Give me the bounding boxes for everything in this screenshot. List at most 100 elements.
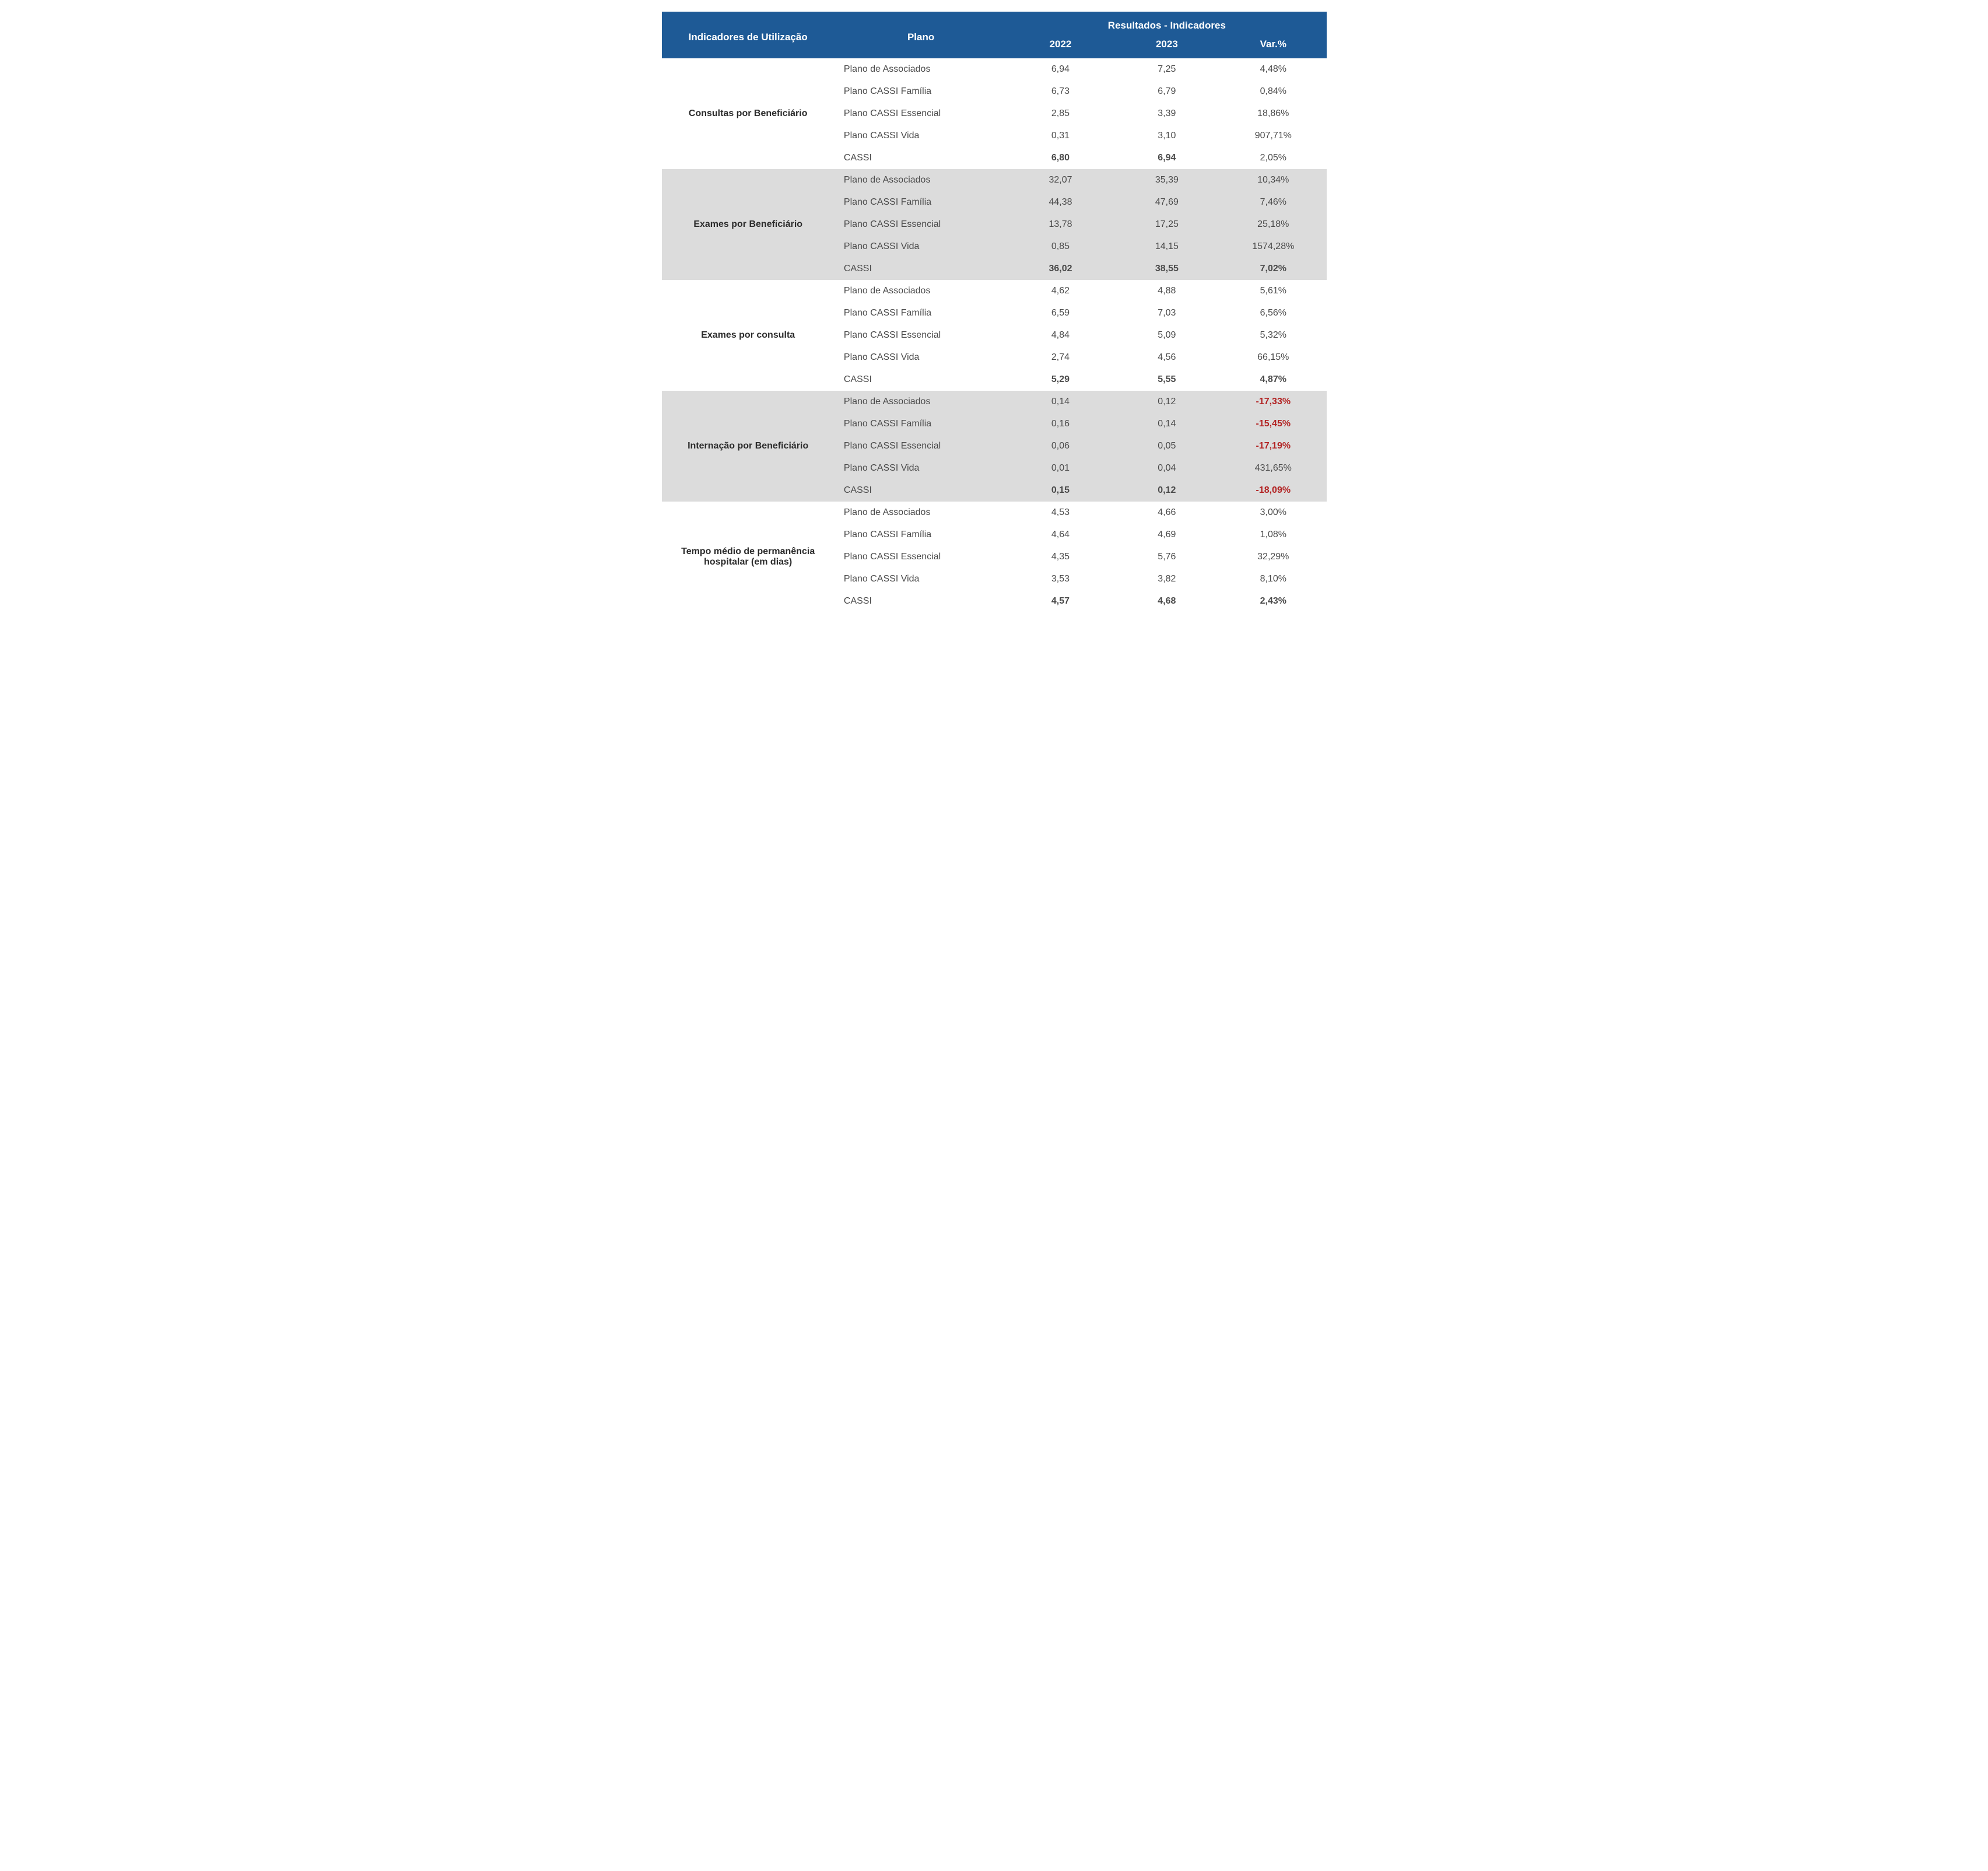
value-2022-cell: 36,02 — [1007, 258, 1113, 280]
header-indicator: Indicadores de Utilização — [662, 12, 835, 58]
variation-cell: 4,48% — [1220, 58, 1326, 80]
value-2023-cell: 4,68 — [1114, 590, 1220, 612]
table-row: Internação por BeneficiárioPlano de Asso… — [662, 391, 1327, 413]
plan-cell: Plano CASSI Essencial — [835, 546, 1007, 568]
plan-cell: Plano CASSI Vida — [835, 346, 1007, 369]
header-var: Var.% — [1220, 35, 1326, 58]
value-2023-cell: 4,66 — [1114, 502, 1220, 524]
plan-cell: Plano CASSI Vida — [835, 568, 1007, 590]
value-2022-cell: 4,62 — [1007, 280, 1113, 302]
value-2022-cell: 44,38 — [1007, 191, 1113, 213]
value-2023-cell: 5,55 — [1114, 369, 1220, 391]
value-2023-cell: 4,88 — [1114, 280, 1220, 302]
plan-cell: Plano de Associados — [835, 502, 1007, 524]
value-2022-cell: 0,01 — [1007, 457, 1113, 479]
header-plan: Plano — [835, 12, 1007, 58]
variation-cell: 5,32% — [1220, 324, 1326, 346]
plan-cell: Plano CASSI Essencial — [835, 103, 1007, 125]
value-2022-cell: 5,29 — [1007, 369, 1113, 391]
plan-cell: Plano CASSI Família — [835, 80, 1007, 103]
table-body: Consultas por BeneficiárioPlano de Assoc… — [662, 58, 1327, 612]
variation-cell: 2,05% — [1220, 147, 1326, 169]
table-row: Exames por BeneficiárioPlano de Associad… — [662, 169, 1327, 191]
variation-cell: -17,33% — [1220, 391, 1326, 413]
plan-cell: Plano CASSI Essencial — [835, 435, 1007, 457]
indicators-table: Indicadores de Utilização Plano Resultad… — [662, 12, 1327, 612]
value-2022-cell: 0,14 — [1007, 391, 1113, 413]
value-2023-cell: 38,55 — [1114, 258, 1220, 280]
plan-cell: Plano CASSI Família — [835, 302, 1007, 324]
plan-cell: CASSI — [835, 590, 1007, 612]
value-2023-cell: 0,04 — [1114, 457, 1220, 479]
variation-cell: 907,71% — [1220, 125, 1326, 147]
indicator-cell: Exames por Beneficiário — [662, 169, 835, 280]
variation-cell: 4,87% — [1220, 369, 1326, 391]
header-2022: 2022 — [1007, 35, 1113, 58]
variation-cell: 32,29% — [1220, 546, 1326, 568]
plan-cell: Plano CASSI Vida — [835, 457, 1007, 479]
value-2022-cell: 4,64 — [1007, 524, 1113, 546]
value-2022-cell: 6,80 — [1007, 147, 1113, 169]
value-2022-cell: 6,73 — [1007, 80, 1113, 103]
value-2023-cell: 47,69 — [1114, 191, 1220, 213]
value-2023-cell: 0,12 — [1114, 391, 1220, 413]
value-2023-cell: 14,15 — [1114, 236, 1220, 258]
value-2023-cell: 35,39 — [1114, 169, 1220, 191]
variation-cell: 0,84% — [1220, 80, 1326, 103]
plan-cell: CASSI — [835, 479, 1007, 502]
plan-cell: CASSI — [835, 147, 1007, 169]
value-2023-cell: 7,03 — [1114, 302, 1220, 324]
variation-cell: 2,43% — [1220, 590, 1326, 612]
variation-cell: 8,10% — [1220, 568, 1326, 590]
value-2022-cell: 4,57 — [1007, 590, 1113, 612]
variation-cell: 431,65% — [1220, 457, 1326, 479]
value-2022-cell: 0,06 — [1007, 435, 1113, 457]
indicator-cell: Consultas por Beneficiário — [662, 58, 835, 169]
value-2023-cell: 0,14 — [1114, 413, 1220, 435]
indicators-table-container: Indicadores de Utilização Plano Resultad… — [662, 12, 1327, 612]
value-2022-cell: 0,85 — [1007, 236, 1113, 258]
variation-cell: 6,56% — [1220, 302, 1326, 324]
indicator-cell: Exames por consulta — [662, 280, 835, 391]
plan-cell: Plano CASSI Família — [835, 413, 1007, 435]
table-row: Exames por consultaPlano de Associados4,… — [662, 280, 1327, 302]
value-2022-cell: 2,74 — [1007, 346, 1113, 369]
plan-cell: Plano CASSI Essencial — [835, 213, 1007, 236]
plan-cell: Plano de Associados — [835, 391, 1007, 413]
value-2023-cell: 7,25 — [1114, 58, 1220, 80]
indicator-cell: Tempo médio de permanência hospitalar (e… — [662, 502, 835, 612]
plan-cell: CASSI — [835, 369, 1007, 391]
value-2023-cell: 4,69 — [1114, 524, 1220, 546]
variation-cell: 1574,28% — [1220, 236, 1326, 258]
value-2023-cell: 3,10 — [1114, 125, 1220, 147]
variation-cell: 66,15% — [1220, 346, 1326, 369]
variation-cell: -15,45% — [1220, 413, 1326, 435]
indicator-cell: Internação por Beneficiário — [662, 391, 835, 502]
plan-cell: Plano de Associados — [835, 169, 1007, 191]
variation-cell: 7,02% — [1220, 258, 1326, 280]
table-row: Consultas por BeneficiárioPlano de Assoc… — [662, 58, 1327, 80]
plan-cell: CASSI — [835, 258, 1007, 280]
value-2022-cell: 0,15 — [1007, 479, 1113, 502]
plan-cell: Plano CASSI Vida — [835, 125, 1007, 147]
value-2023-cell: 4,56 — [1114, 346, 1220, 369]
value-2022-cell: 4,53 — [1007, 502, 1113, 524]
variation-cell: 25,18% — [1220, 213, 1326, 236]
variation-cell: 5,61% — [1220, 280, 1326, 302]
header-2023: 2023 — [1114, 35, 1220, 58]
variation-cell: 7,46% — [1220, 191, 1326, 213]
value-2023-cell: 0,12 — [1114, 479, 1220, 502]
plan-cell: Plano de Associados — [835, 280, 1007, 302]
value-2022-cell: 0,31 — [1007, 125, 1113, 147]
table-row: Tempo médio de permanência hospitalar (e… — [662, 502, 1327, 524]
value-2023-cell: 6,79 — [1114, 80, 1220, 103]
variation-cell: -17,19% — [1220, 435, 1326, 457]
value-2022-cell: 2,85 — [1007, 103, 1113, 125]
value-2023-cell: 5,76 — [1114, 546, 1220, 568]
value-2022-cell: 13,78 — [1007, 213, 1113, 236]
header-results-group: Resultados - Indicadores — [1007, 12, 1326, 35]
value-2023-cell: 6,94 — [1114, 147, 1220, 169]
value-2023-cell: 0,05 — [1114, 435, 1220, 457]
variation-cell: 1,08% — [1220, 524, 1326, 546]
plan-cell: Plano CASSI Vida — [835, 236, 1007, 258]
